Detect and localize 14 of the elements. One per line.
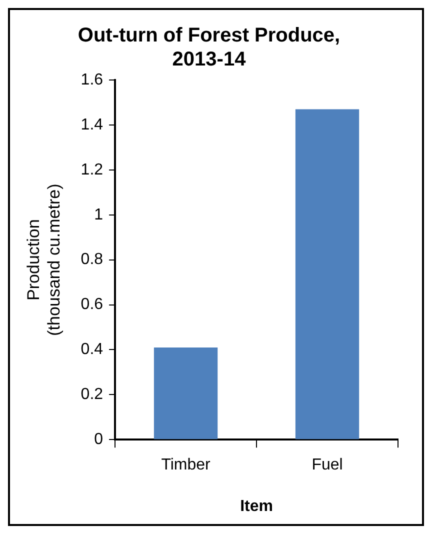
y-tick-label: 1.2 [80,161,104,178]
y-tick-label: 1.4 [80,116,104,134]
y-tick-label: 0.8 [80,251,104,268]
y-tick-label: 0.6 [80,296,104,314]
y-tick-label: 1.6 [80,71,104,88]
y-tick-label: 1 [94,206,104,224]
x-tick-label: Fuel [312,456,343,474]
y-axis-title: Production (thousand cu.metre) [24,184,64,336]
x-axis-title: Item [240,498,273,515]
y-tick-label: 0.4 [80,341,104,358]
y-tick-label: 0.2 [80,386,104,404]
x-tick-label: Timber [161,456,212,474]
y-tick-label: 0 [94,431,104,448]
chart-title: Out-turn of Forest Produce, 2013-14 [78,24,340,71]
